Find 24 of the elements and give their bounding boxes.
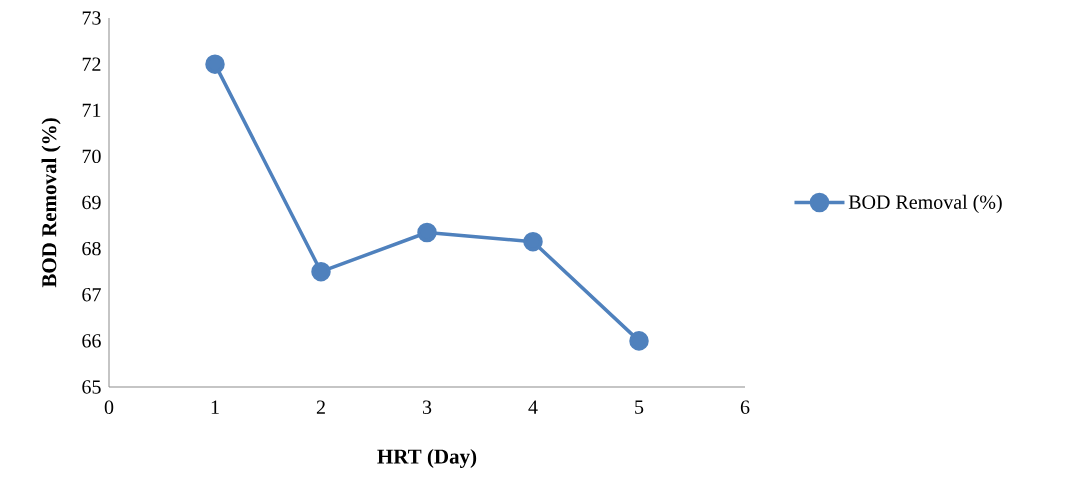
x-tick-label: 6 xyxy=(740,400,750,414)
y-tick-label: 69 xyxy=(82,195,101,210)
point xyxy=(417,222,437,243)
legend-label: BOD Removal (%) xyxy=(848,194,1002,213)
y-tick-label: 73 xyxy=(82,11,101,25)
point xyxy=(311,261,331,282)
y-tick-label: 72 xyxy=(82,57,101,71)
x-tick-label: 1 xyxy=(211,400,219,414)
x-tick-label: 0 xyxy=(104,400,114,415)
x-tick-label: 5 xyxy=(635,400,644,414)
point xyxy=(205,54,225,74)
x-axis-title: HRT (Day) xyxy=(377,448,477,468)
y-tick-label: 65 xyxy=(82,380,101,394)
x-tick-label: 3 xyxy=(422,400,432,414)
point xyxy=(629,331,649,351)
x-tick-label: 4 xyxy=(528,400,538,414)
point xyxy=(523,231,543,252)
x-tick-label: 2 xyxy=(316,400,325,414)
y-tick-label: 67 xyxy=(82,288,101,302)
y-tick-label: 66 xyxy=(82,334,101,348)
y-axis-title: BOD Removal (%) xyxy=(41,118,61,288)
y-tick-label: 71 xyxy=(82,103,101,117)
y-tick-label: 70 xyxy=(82,149,101,164)
y-tick-label: 68 xyxy=(82,241,101,256)
